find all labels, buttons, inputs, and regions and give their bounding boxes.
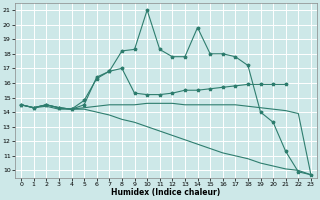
X-axis label: Humidex (Indice chaleur): Humidex (Indice chaleur)	[111, 188, 221, 197]
